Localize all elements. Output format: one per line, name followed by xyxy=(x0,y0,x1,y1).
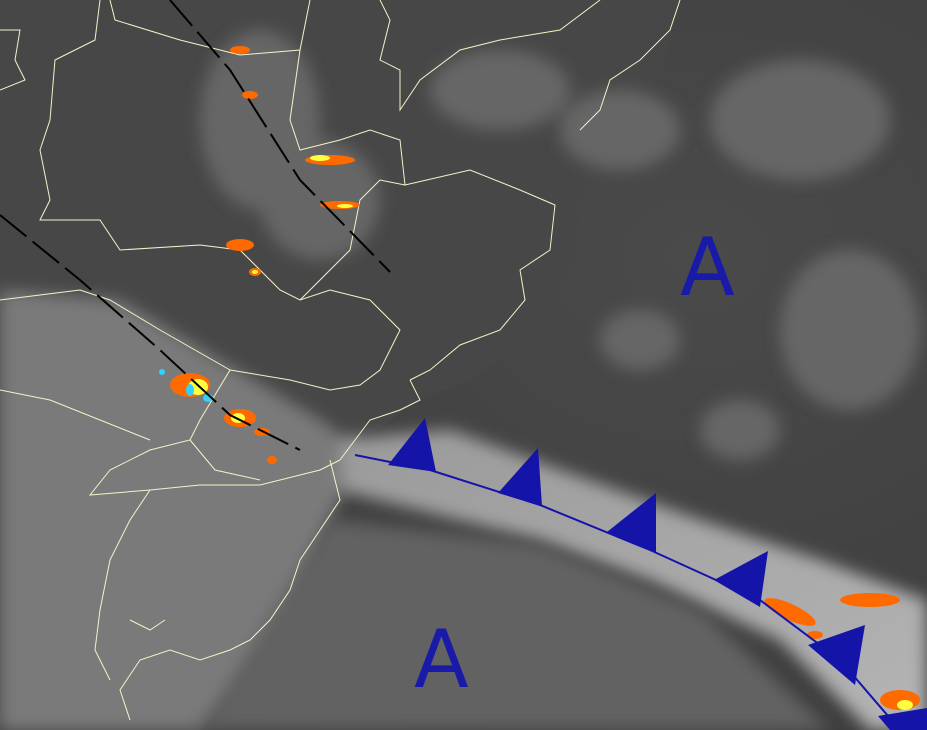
cloud-patches xyxy=(200,30,920,460)
ocean-cloud-field xyxy=(200,520,830,730)
front-triangle xyxy=(388,418,436,472)
cold-front xyxy=(354,418,927,730)
front-triangle xyxy=(878,708,927,730)
front-triangle xyxy=(714,551,768,607)
front-triangle xyxy=(808,625,865,685)
high-pressure-label: A xyxy=(414,613,469,706)
trough-line-north xyxy=(169,0,391,273)
front-triangle xyxy=(607,493,656,553)
frontal-cloud-band xyxy=(340,430,927,730)
front-triangle xyxy=(498,448,542,506)
trough-line-south xyxy=(0,214,301,451)
high-pressure-label: A xyxy=(680,221,735,314)
